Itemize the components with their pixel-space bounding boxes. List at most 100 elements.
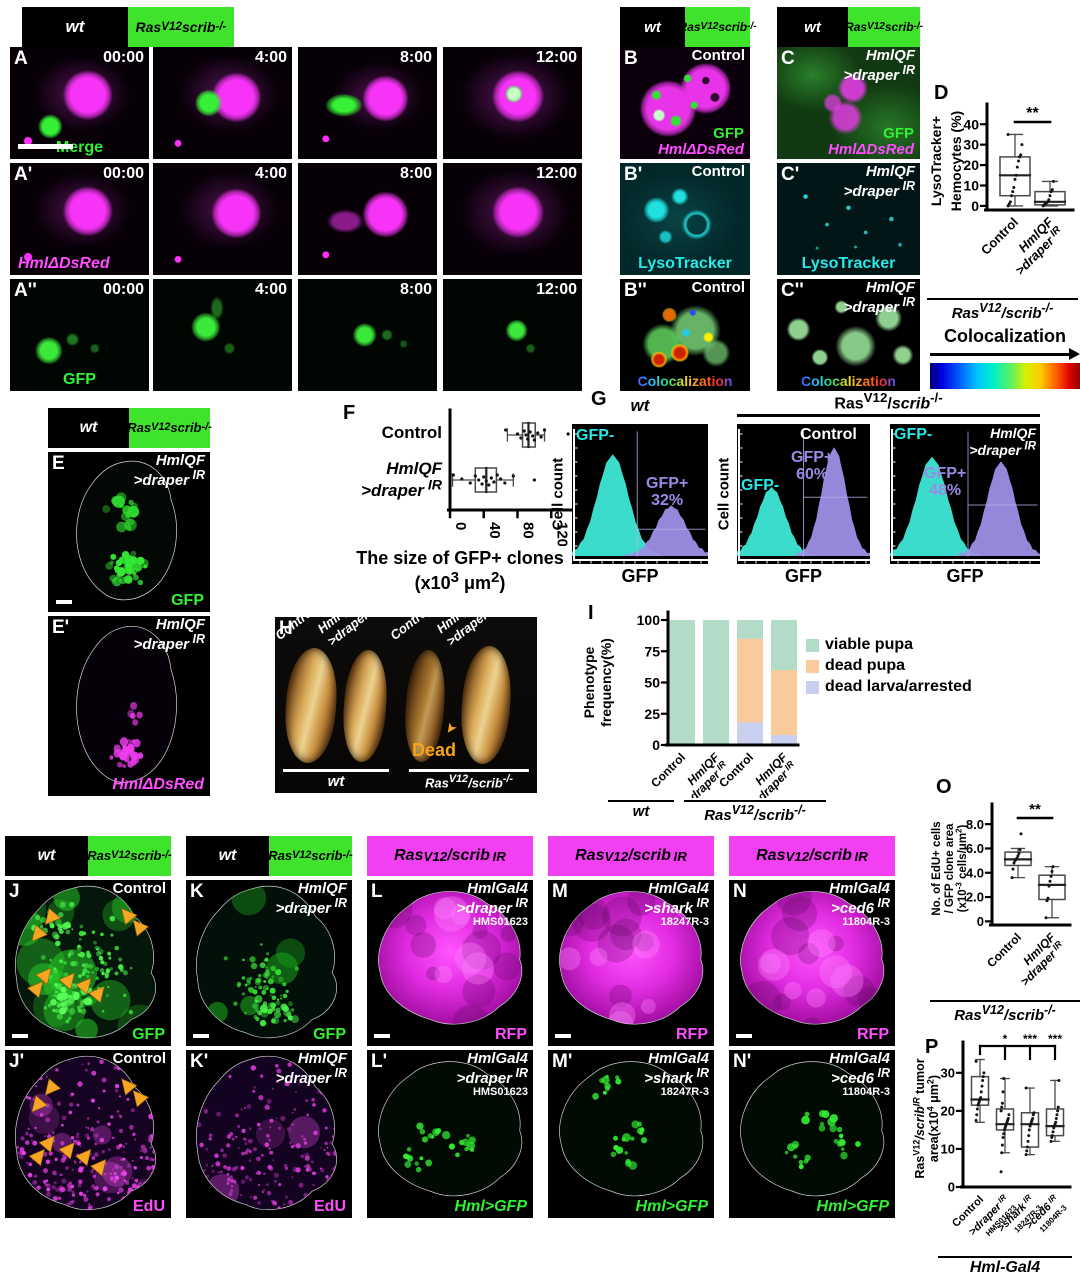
gfp-pos-label: GFP+ 48%	[924, 465, 967, 499]
panel-letter: C'	[781, 164, 800, 185]
genotype-header-A: wt Ras V12 scrib -/-	[22, 7, 234, 47]
panel-letter: E	[52, 453, 65, 474]
timestamp: 00:00	[103, 281, 144, 298]
condition-label: HmlGal4 >shark IR	[644, 880, 709, 918]
gfp-neg-label: GFP-	[741, 477, 780, 494]
panel-letter: A''	[14, 280, 37, 301]
dead-arrowhead-icon: ➤	[441, 719, 462, 739]
micrograph-Aprime-t2: 8:00	[298, 163, 437, 275]
panel-letter: N'	[733, 1051, 752, 1072]
condition-label: HmlGal4 >ced6 IR	[829, 880, 890, 918]
pupa-label-draperIR: HmlQF>draper IR	[314, 617, 372, 649]
wt-label: wt	[620, 7, 685, 47]
svg-text:(x10-3 cells/μm2): (x10-3 cells/μm2)	[955, 825, 969, 913]
ras-scrib-label: Ras V12 scrib -/-	[845, 7, 923, 47]
svg-text:4.0: 4.0	[966, 865, 984, 880]
svg-text:50: 50	[644, 675, 660, 691]
svg-text:Control: Control	[648, 750, 688, 790]
condition-label: HmlQF >draper IR	[843, 163, 915, 201]
micrograph-Lprime: L' HmlGal4 >draper IR HMS01623 Hml>GFP	[367, 1050, 533, 1218]
g-xlabel-gfp: GFP	[946, 566, 984, 586]
channel-label: LysoTracker	[638, 255, 732, 272]
gfp-neg-label: GFP-	[576, 427, 615, 444]
genotype-header-B: wt Ras V12 scrib -/-	[620, 7, 756, 47]
hml-gfp-disc-image	[548, 1050, 714, 1218]
g-wt-label: wt	[630, 396, 650, 415]
flow-histogram-control	[737, 424, 870, 564]
micrograph-Adblprime-t2: 8:00	[298, 279, 437, 391]
tumor-disc-image	[5, 880, 171, 1046]
svg-text:8.0: 8.0	[966, 817, 984, 832]
timestamp: 00:00	[103, 165, 144, 182]
panel-letter-F: F	[343, 402, 356, 424]
micrograph-Cprime: C' HmlQF >draper IR LysoTracker	[777, 163, 920, 275]
svg-text:RasV12/scribIR tumor: RasV12/scribIR tumor	[911, 1058, 927, 1178]
micrograph-A-t1: 4:00	[153, 47, 292, 159]
panel-letter: M'	[552, 1051, 573, 1072]
condition-label: HmlGal4 >draper IR	[456, 880, 528, 918]
legend-swatch-deadlarva	[806, 680, 819, 694]
pupa-wt-draperIR	[340, 648, 390, 764]
panel-letter: L'	[371, 1051, 388, 1072]
panel-letter-O: O	[936, 776, 952, 798]
rnai-line-label: HMS01623	[472, 1086, 528, 1098]
panel-letter-D: D	[934, 82, 949, 104]
channel-label: Hml>GFP	[635, 1198, 708, 1215]
scale-bar	[18, 144, 73, 149]
panel-letter: B'	[624, 164, 643, 185]
panel-letter: A	[14, 48, 28, 69]
genotype-header-M: Ras V12/scrib IR	[548, 836, 714, 876]
svg-text:2.0: 2.0	[966, 890, 984, 905]
panel-letter: A'	[14, 164, 33, 185]
svg-text:80: 80	[520, 522, 537, 539]
scale-bar	[374, 1034, 390, 1038]
channel-label: GFP	[63, 371, 96, 388]
scale-bar	[736, 1034, 752, 1038]
g-ras-scrib-label: RasV12/scrib-/-	[737, 390, 1040, 418]
wt-label: wt	[777, 7, 848, 47]
channel-label: EdU	[314, 1198, 346, 1215]
micrograph-A-t2: 8:00	[298, 47, 437, 159]
micrograph-Aprime-t0: A' 00:00 HmlΔDsRed	[10, 163, 149, 275]
gfp-neg-label: GFP-	[894, 426, 933, 443]
flow-histogram-draperIR	[890, 424, 1040, 564]
micrograph-Aprime-t1: 4:00	[153, 163, 292, 275]
f-category-control: Control	[381, 423, 442, 442]
group-label-ras-scrib: RasV12/scrib-/-	[684, 800, 826, 824]
panel-letter: J'	[9, 1051, 25, 1072]
svg-text:**: **	[1026, 105, 1039, 122]
tumor-disc-image	[729, 880, 895, 1046]
ras-scrib-label: Ras V12 scrib -/-	[128, 7, 234, 47]
svg-text:0: 0	[977, 914, 984, 929]
timestamp: 12:00	[536, 281, 577, 298]
micrograph-Aprime-t3: 12:00	[443, 163, 582, 275]
svg-text:6.0: 6.0	[966, 841, 984, 856]
condition-label: Control	[691, 163, 745, 180]
panel-letter: J	[9, 881, 20, 902]
edu-disc-image	[186, 1050, 352, 1218]
edu-disc-image	[5, 1050, 171, 1218]
genotype-header-N: Ras V12/scrib IR	[729, 836, 895, 876]
channel-label: GFP HmlΔDsRed	[828, 124, 914, 158]
channel-label: EdU	[133, 1198, 165, 1215]
wt-group-line	[283, 769, 389, 772]
panel-letter: B''	[624, 280, 647, 301]
micrograph-Cdblprime: C'' HmlQF >draper IR Colocalization	[777, 279, 920, 391]
channel-label: RFP	[495, 1026, 527, 1043]
svg-text:No. of EdU+ cells: No. of EdU+ cells	[931, 821, 943, 915]
timestamp: 4:00	[254, 281, 287, 298]
svg-text:30: 30	[941, 1066, 955, 1081]
gfp-pos-label: GFP+ 32%	[646, 475, 689, 509]
svg-text:75: 75	[644, 643, 660, 659]
svg-text:25: 25	[644, 706, 660, 722]
colocalization-arrow-icon	[930, 348, 1080, 361]
channel-label: GFP	[171, 592, 204, 609]
svg-text:Control: Control	[978, 215, 1021, 258]
channel-label: HmlΔDsRed	[112, 776, 204, 793]
svg-text:40: 40	[963, 116, 979, 132]
scale-bar	[555, 1034, 571, 1038]
panel-letter-G: G	[591, 388, 607, 410]
